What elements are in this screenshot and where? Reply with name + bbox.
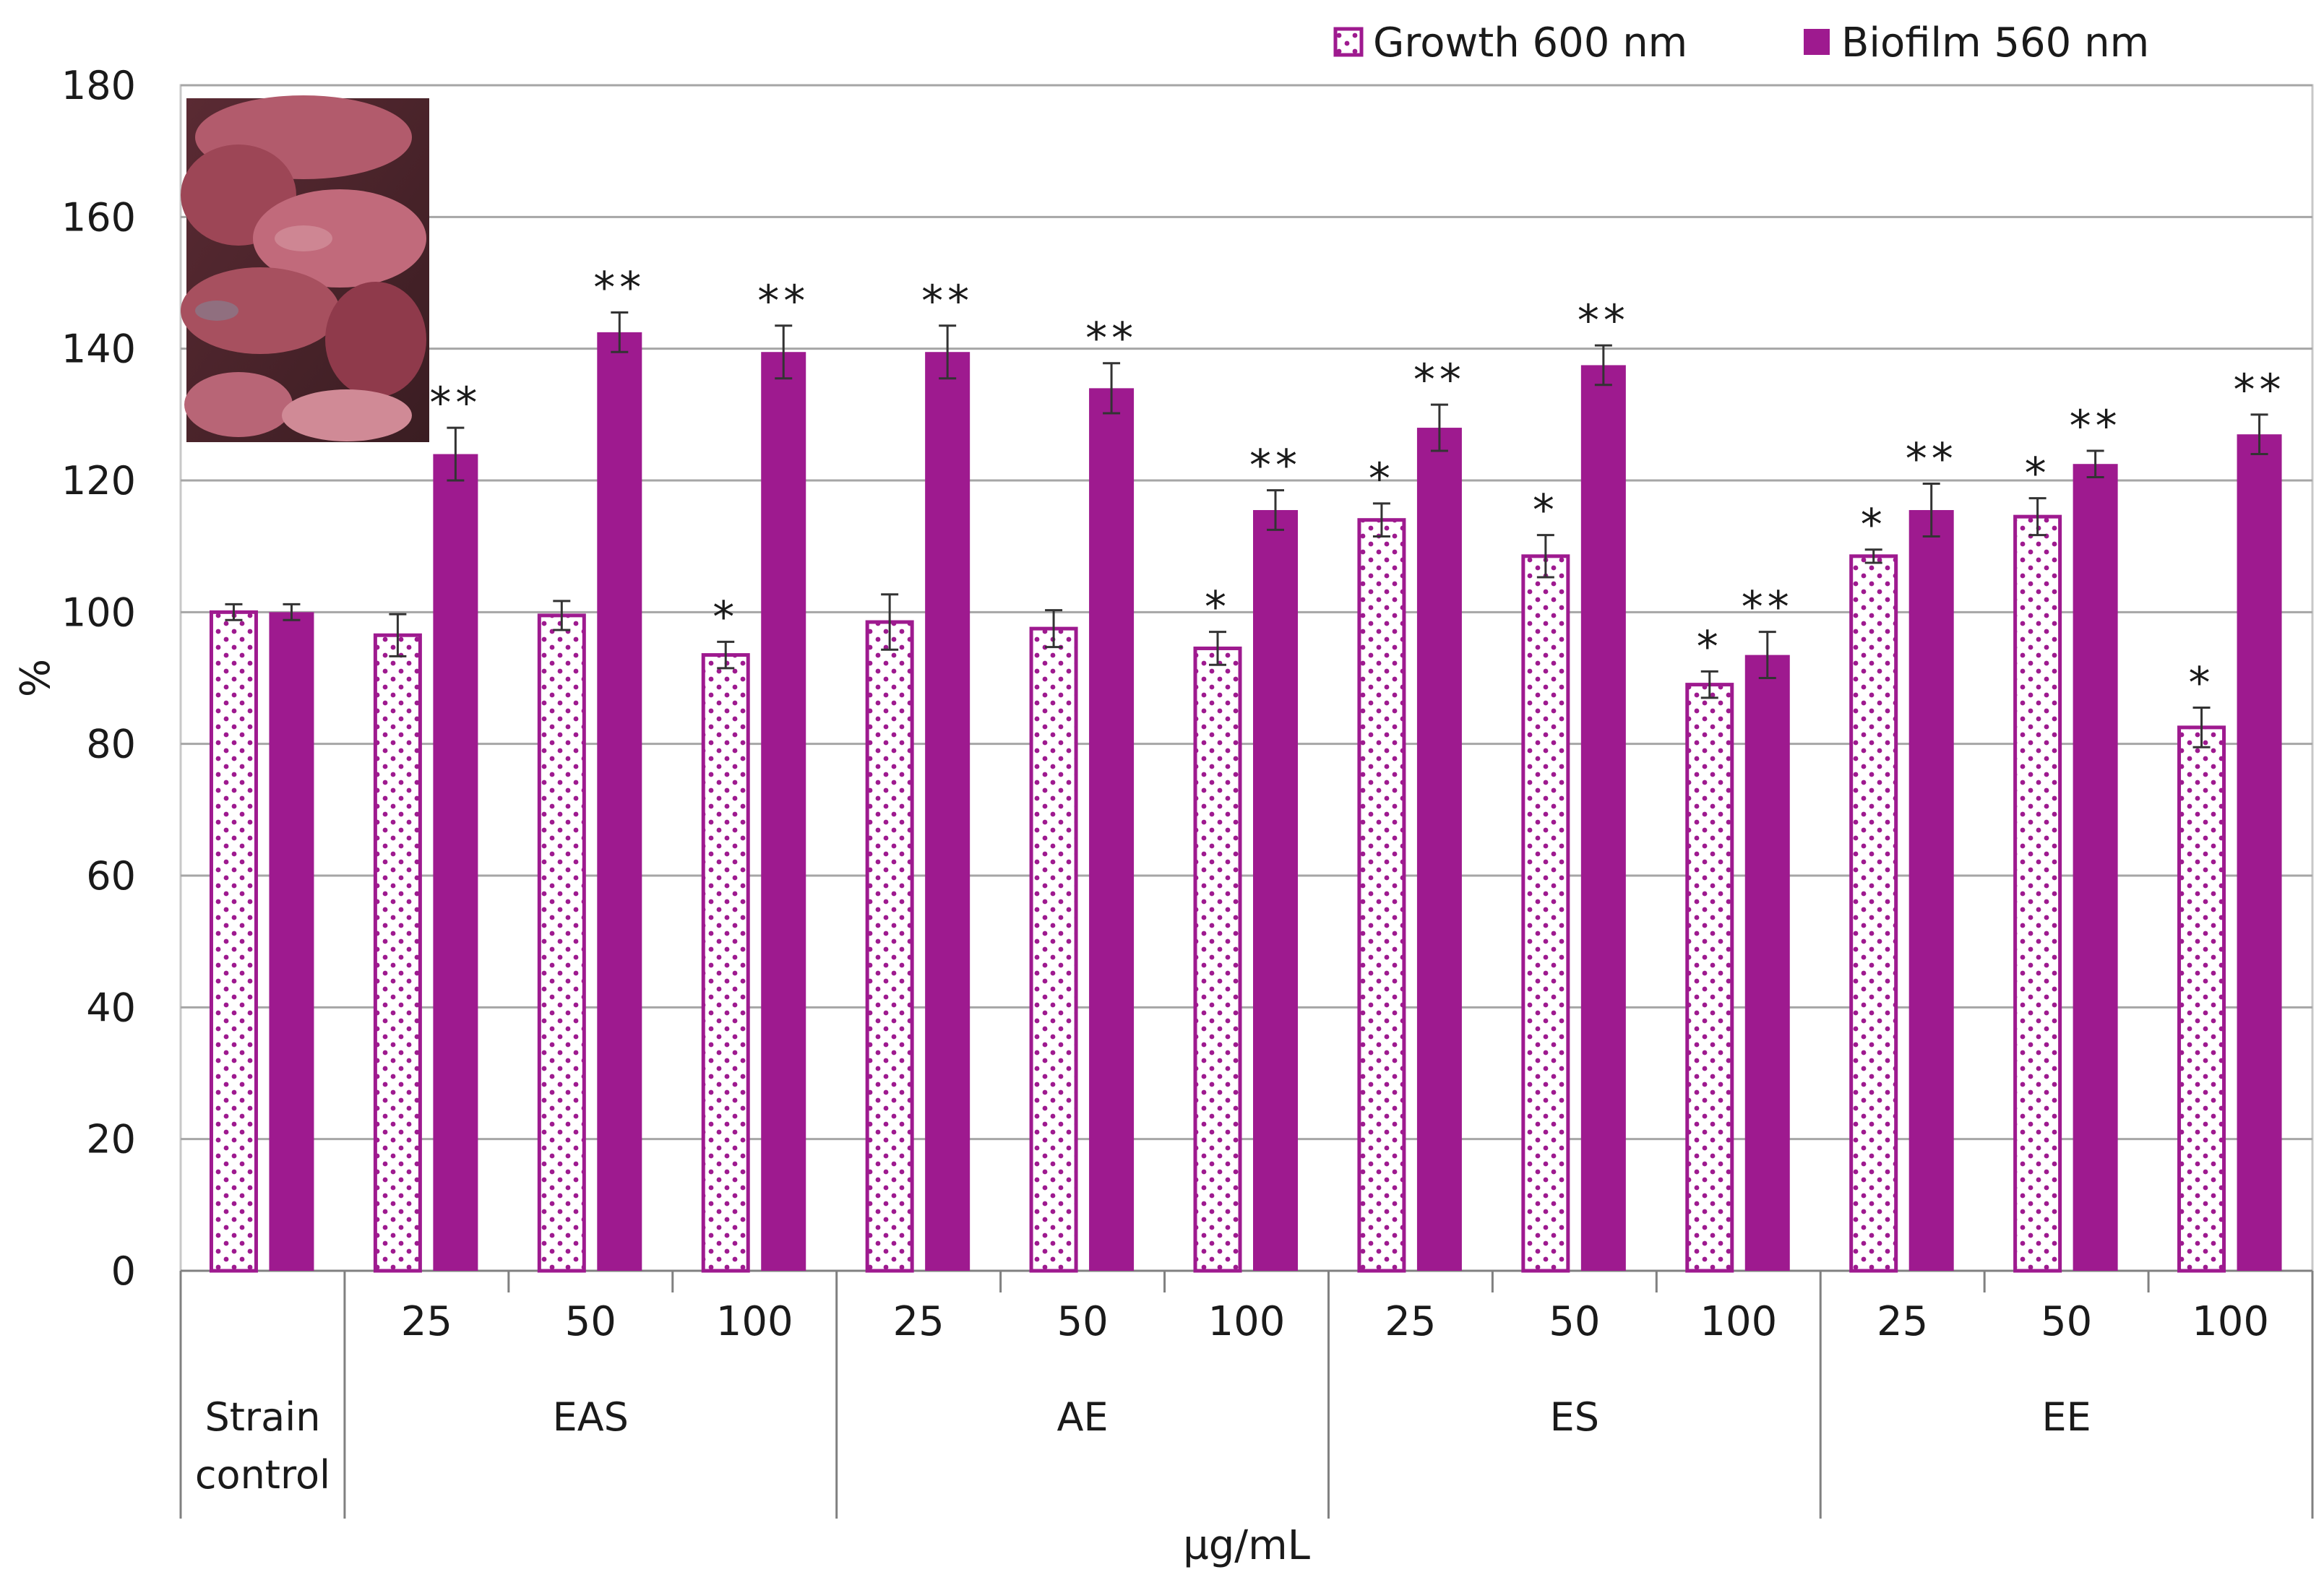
bar-growth — [1849, 554, 1898, 1273]
significance-marker: ** — [1578, 295, 1630, 346]
y-tick-label: 40 — [86, 985, 136, 1030]
y-tick-label: 0 — [111, 1248, 136, 1294]
y-axis: 0 20 40 60 80 100 120 140 160 180 — [61, 63, 136, 1294]
concentration-label: 100 — [1700, 1298, 1777, 1345]
significance-marker: ** — [2234, 365, 2286, 415]
bar-growth — [373, 633, 422, 1273]
significance-marker: ** — [2070, 401, 2122, 452]
bar-growth — [701, 653, 750, 1273]
group-label: ES — [1550, 1394, 1599, 1440]
bars: ******* ******* ************ ****** — [209, 263, 2286, 1273]
bar-growth — [537, 613, 586, 1273]
significance-marker: ** — [429, 378, 481, 428]
bar-biofilm — [1089, 388, 1135, 1271]
bar-biofilm — [2073, 464, 2118, 1272]
legend-swatch — [1333, 27, 1364, 57]
concentration-label: 50 — [565, 1298, 616, 1345]
concentration-label: 50 — [1549, 1298, 1600, 1345]
bar-growth — [1029, 626, 1078, 1273]
x-axis-title: µg/mL — [1183, 1522, 1310, 1569]
bar-growth — [1357, 518, 1406, 1273]
bar-biofilm — [433, 454, 478, 1271]
significance-marker: * — [1861, 500, 1887, 551]
bar-biofilm — [925, 352, 971, 1272]
bar-growth — [1193, 646, 1242, 1273]
legend: Growth 600 nm Biofilm 560 nm — [1333, 20, 2149, 66]
bar-biofilm — [269, 612, 314, 1271]
group-label: control — [195, 1452, 330, 1498]
bar-biofilm — [1580, 365, 1626, 1271]
bar-growth — [209, 610, 258, 1273]
significance-marker: ** — [593, 263, 645, 314]
concentration-label: 25 — [893, 1298, 944, 1345]
concentration-label: 100 — [1208, 1298, 1286, 1345]
significance-marker: ** — [1906, 434, 1958, 485]
inset-photo — [181, 95, 429, 442]
legend-label: Biofilm 560 nm — [1841, 20, 2149, 66]
bar-growth — [1685, 683, 1734, 1273]
y-tick-label: 160 — [61, 194, 136, 240]
significance-marker: ** — [1413, 355, 1466, 405]
significance-marker: * — [713, 592, 739, 642]
y-tick-label: 100 — [61, 590, 136, 635]
plot-frame — [179, 84, 2314, 1272]
y-tick-label: 20 — [86, 1117, 136, 1162]
bar-growth — [2177, 725, 2226, 1273]
concentration-label: 25 — [1385, 1298, 1436, 1345]
bar-biofilm — [1253, 510, 1298, 1271]
bar-growth — [2013, 514, 2062, 1273]
y-tick-label: 180 — [61, 63, 136, 108]
significance-marker: * — [1369, 454, 1395, 504]
significance-marker: ** — [1249, 441, 1301, 491]
axis-titles: % µg/mL — [12, 659, 1310, 1569]
concentration-label: 25 — [401, 1298, 452, 1345]
concentration-label: 50 — [1056, 1298, 1108, 1345]
y-tick-label: 140 — [61, 327, 136, 372]
significance-marker: * — [2025, 449, 2051, 499]
concentration-label: 100 — [716, 1298, 793, 1345]
bar-biofilm — [1416, 428, 1462, 1271]
bar-biofilm — [2237, 434, 2282, 1271]
significance-marker: ** — [1742, 582, 1794, 633]
significance-marker: * — [2189, 658, 2215, 709]
group-label: EE — [2041, 1394, 2091, 1440]
bar-growth — [865, 620, 914, 1273]
legend-swatch — [1804, 29, 1830, 55]
y-axis-title: % — [12, 659, 59, 697]
significance-marker: ** — [1085, 314, 1137, 364]
significance-marker: ** — [757, 276, 809, 327]
bar-biofilm — [1908, 510, 1954, 1271]
group-label: Strain — [205, 1394, 320, 1440]
group-label: EAS — [553, 1394, 629, 1440]
bar-growth — [1521, 554, 1570, 1273]
concentration-label: 25 — [1877, 1298, 1928, 1345]
significance-marker: ** — [921, 276, 973, 327]
bar-biofilm — [1744, 655, 1790, 1271]
legend-label: Growth 600 nm — [1373, 20, 1687, 66]
significance-marker: * — [1205, 582, 1231, 633]
significance-marker: * — [1533, 485, 1559, 536]
y-tick-label: 120 — [61, 458, 136, 504]
y-tick-label: 60 — [86, 853, 136, 899]
bar-biofilm — [597, 332, 642, 1271]
gridlines — [181, 84, 2312, 1272]
group-label: AE — [1057, 1394, 1109, 1440]
x-axis-table: Strain control 25 50 100 EAS 25 50 100 AE 25 50 100 E… — [179, 1271, 2314, 1519]
significance-marker: * — [1697, 621, 1723, 672]
y-tick-label: 80 — [86, 722, 136, 767]
concentration-label: 50 — [2041, 1298, 2092, 1345]
concentration-label: 100 — [2192, 1298, 2269, 1345]
bar-biofilm — [761, 352, 806, 1272]
